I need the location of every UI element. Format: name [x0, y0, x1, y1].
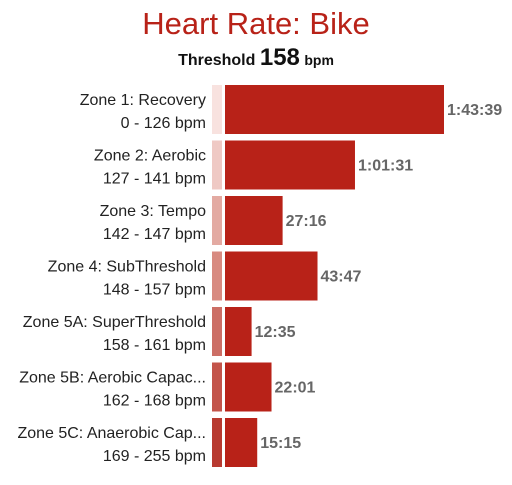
zone-range-label: 0 - 126 bpm	[121, 115, 206, 132]
threshold-line: Threshold 158 bpm	[0, 44, 512, 72]
zone-swatch	[212, 140, 222, 190]
zone-range-label: 127 - 141 bpm	[103, 171, 206, 188]
zone-name-label: Zone 2: Aerobic	[94, 148, 206, 165]
zone-swatch	[212, 196, 222, 245]
zone-swatch	[212, 307, 222, 356]
threshold-unit: bpm	[304, 52, 334, 68]
zone-bar	[225, 85, 444, 134]
zone-range-label: 142 - 147 bpm	[103, 226, 206, 243]
zone-bar	[225, 418, 258, 467]
zone-bar	[225, 196, 283, 245]
zone-duration-label: 12:35	[255, 324, 296, 341]
zone-duration-label: 27:16	[286, 213, 327, 230]
zone-swatch	[212, 362, 222, 412]
zone-bar	[225, 362, 272, 412]
zone-swatch	[212, 251, 222, 301]
zone-swatch	[212, 85, 222, 134]
threshold-value: 158	[259, 44, 300, 71]
zone-name-label: Zone 5C: Anaerobic Cap...	[17, 425, 206, 442]
zone-duration-label: 22:01	[275, 380, 316, 397]
zone-name-label: Zone 5A: SuperThreshold	[23, 314, 206, 331]
zone-bar	[225, 140, 355, 190]
zone-name-label: Zone 1: Recovery	[80, 92, 206, 109]
zone-bar	[225, 307, 252, 356]
zone-duration-label: 43:47	[321, 269, 362, 286]
threshold-label: Threshold	[178, 52, 256, 69]
zone-range-label: 148 - 157 bpm	[103, 282, 206, 299]
zone-duration-label: 1:43:39	[447, 102, 502, 119]
zone-duration-label: 15:15	[260, 435, 301, 452]
zone-duration-label: 1:01:31	[358, 158, 413, 175]
zone-bar	[225, 251, 318, 301]
zone-range-label: 169 - 255 bpm	[103, 448, 206, 465]
zone-name-label: Zone 4: SubThreshold	[48, 259, 206, 276]
chart-title: Heart Rate: Bike	[142, 6, 370, 41]
zone-range-label: 158 - 161 bpm	[103, 337, 206, 354]
zone-range-label: 162 - 168 bpm	[103, 393, 206, 410]
zone-swatch	[212, 418, 222, 467]
zone-name-label: Zone 5B: Aerobic Capac...	[19, 370, 206, 387]
zone-name-label: Zone 3: Tempo	[100, 203, 207, 220]
